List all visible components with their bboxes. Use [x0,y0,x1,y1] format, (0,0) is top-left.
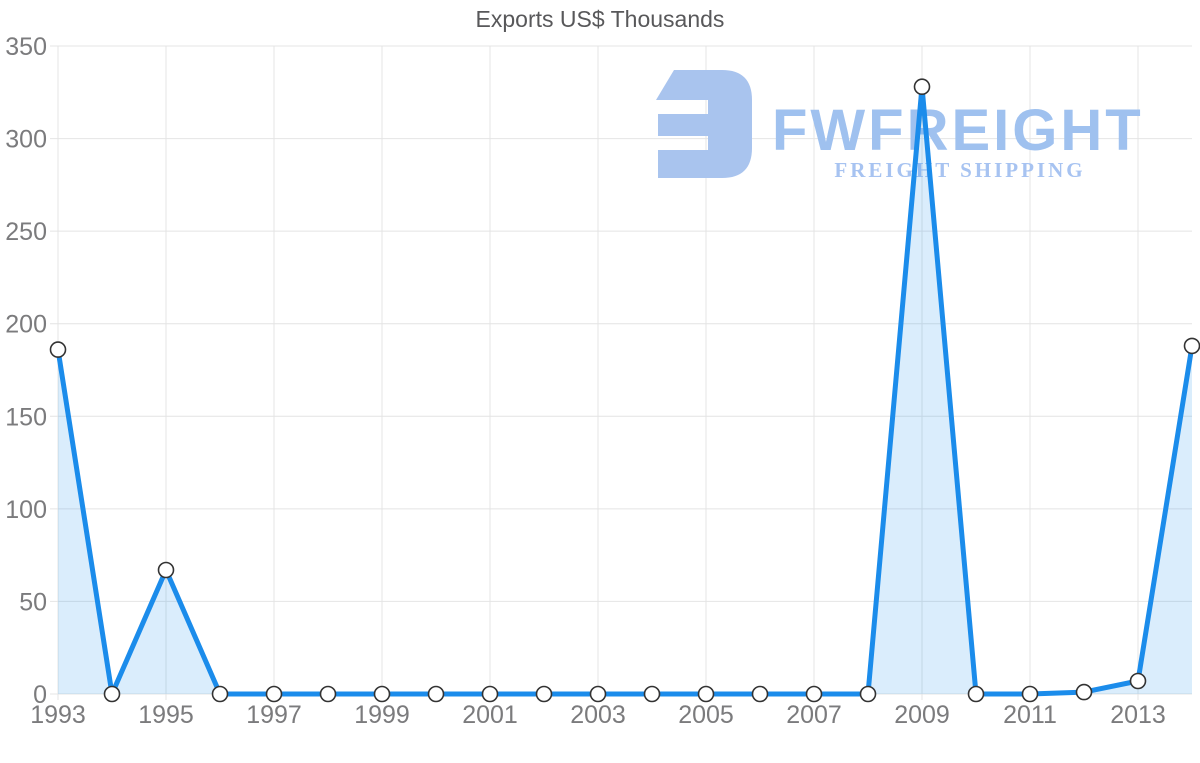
data-point-marker[interactable] [1021,685,1039,703]
data-point-marker[interactable] [265,685,283,703]
watermark: FWFREIGHT FREIGHT SHIPPING [656,70,1144,182]
x-tick-label: 1999 [354,701,410,729]
x-tick-label: 2003 [570,701,626,729]
watermark-tagline-text: FREIGHT SHIPPING [834,158,1085,182]
x-tick-label: 1993 [30,701,86,729]
data-point-marker[interactable] [643,685,661,703]
x-tick-label: 2011 [1003,701,1057,729]
data-point-marker[interactable] [697,685,715,703]
x-tick-label: 2001 [462,701,518,729]
x-tick-label: 2005 [678,701,734,729]
x-tick-label: 2013 [1110,701,1166,729]
data-point-marker[interactable] [373,685,391,703]
chart-title: Exports US$ Thousands [475,6,725,32]
exports-series [49,78,1200,703]
data-point-marker[interactable] [589,685,607,703]
data-point-marker[interactable] [1183,337,1200,355]
data-point-marker[interactable] [1129,672,1147,690]
data-point-marker[interactable] [535,685,553,703]
y-tick-label: 200 [5,311,47,339]
y-tick-label: 250 [5,218,47,246]
x-tick-label: 2009 [894,701,950,729]
series-line [55,84,1195,697]
data-point-marker[interactable] [751,685,769,703]
y-tick-label: 0 [33,681,47,709]
y-tick-label: 100 [5,496,47,524]
data-point-marker[interactable] [427,685,445,703]
x-tick-label: 2007 [786,701,842,729]
y-tick-label: 350 [5,33,47,61]
data-point-marker[interactable] [1075,683,1093,701]
data-point-marker[interactable] [859,685,877,703]
y-tick-label: 50 [19,588,47,616]
y-tick-label: 300 [5,126,47,154]
fwfreight-logo-icon [656,70,752,178]
data-point-marker[interactable] [805,685,823,703]
y-tick-label: 150 [5,403,47,431]
x-tick-label: 1997 [246,701,302,729]
data-point-marker[interactable] [49,341,67,358]
axis-labels: 0 50 100 150 200 250 300 350 1993 1995 1997 1999 200… [5,33,1166,729]
watermark-brand-text: FWFREIGHT [772,98,1144,163]
data-point-marker[interactable] [103,685,121,703]
data-point-marker[interactable] [157,561,175,579]
data-point-marker[interactable] [211,685,229,703]
data-point-marker[interactable] [481,685,499,703]
data-point-marker[interactable] [967,685,985,703]
data-point-marker[interactable] [319,685,337,703]
gridlines [50,45,1192,700]
x-tick-label: 1995 [138,701,194,729]
data-point-marker[interactable] [913,78,931,95]
